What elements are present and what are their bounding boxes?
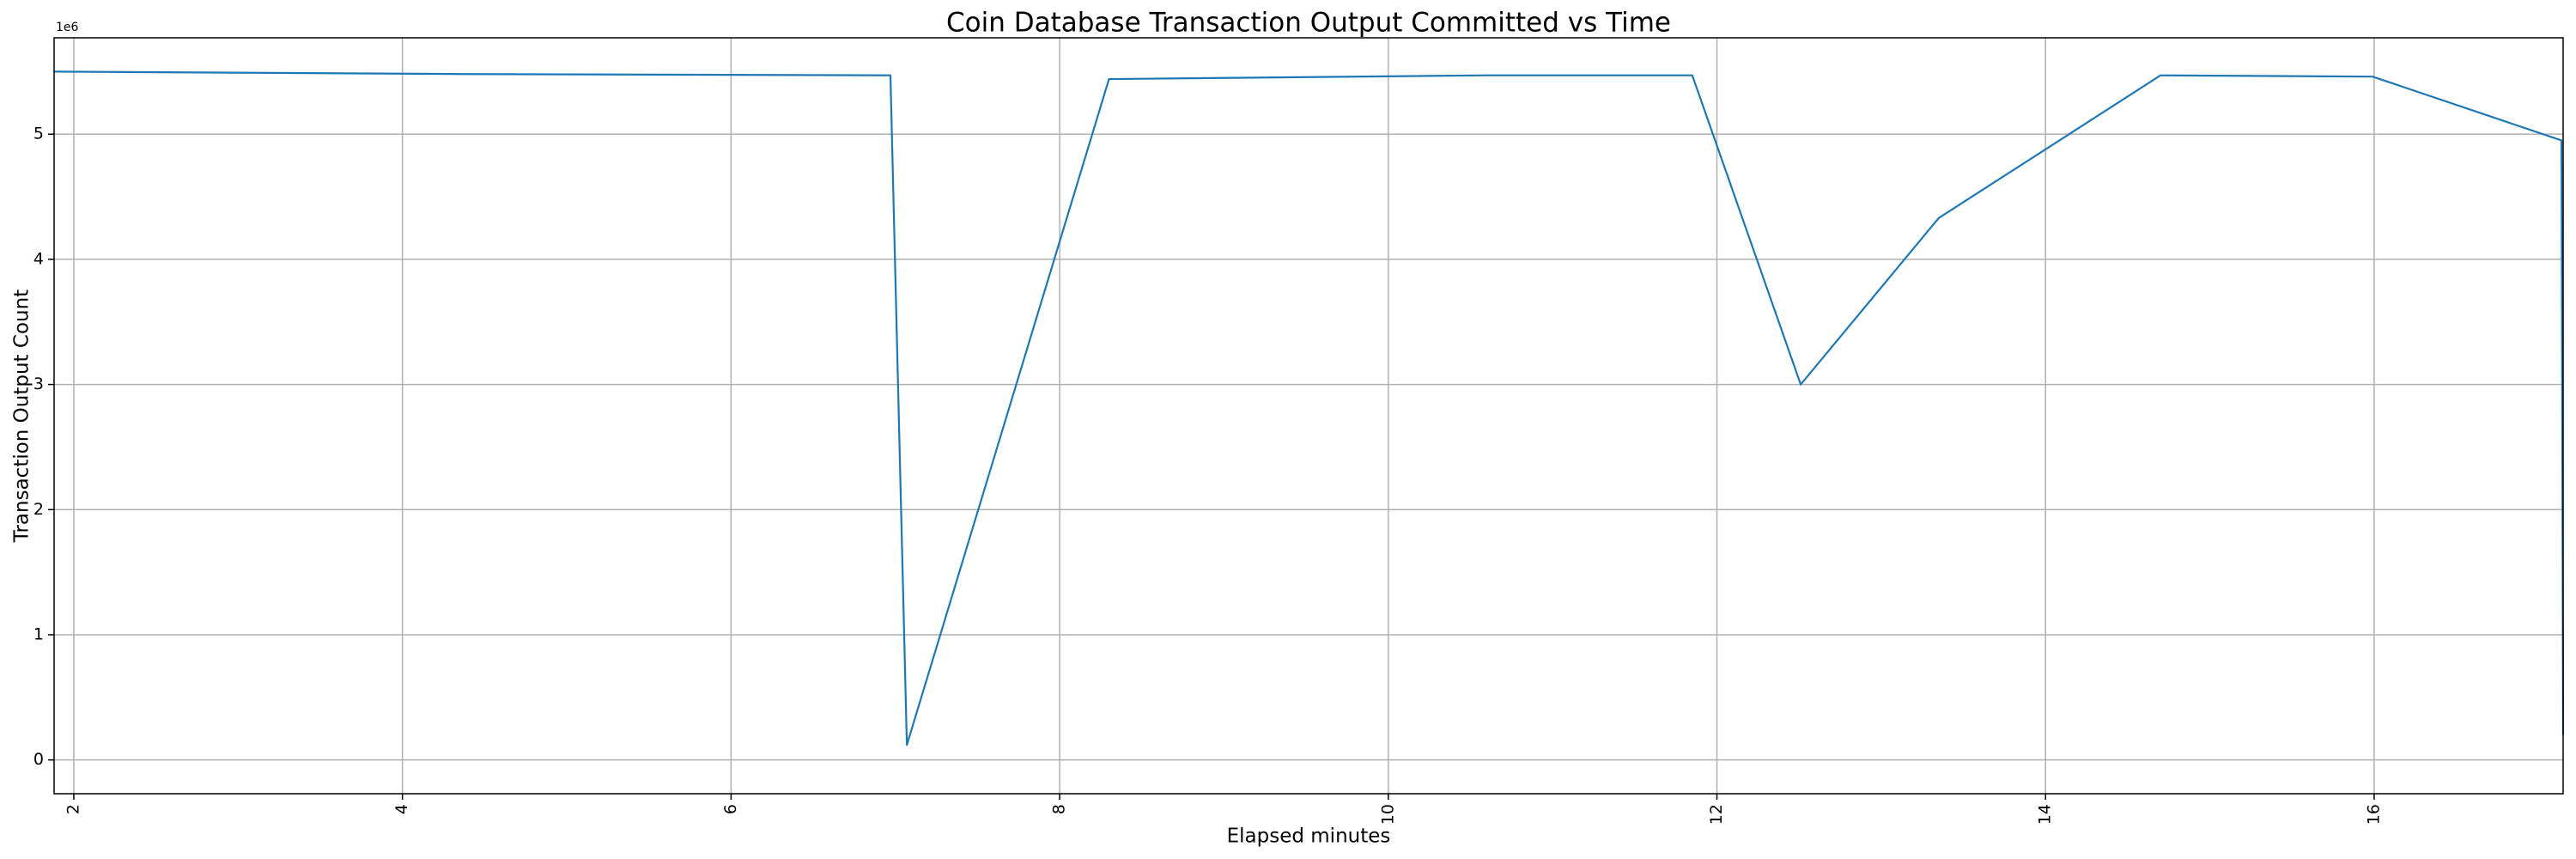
y-tick-label: 1 [33, 624, 44, 643]
y-tick-label: 0 [33, 750, 44, 769]
chart-title: Coin Database Transaction Output Committ… [946, 8, 1671, 39]
x-axis-label: Elapsed minutes [1227, 825, 1391, 848]
x-tick-label: 14 [2036, 804, 2055, 825]
y-tick-label: 3 [33, 375, 44, 393]
y-tick-label: 2 [33, 500, 44, 519]
x-tick-label: 6 [721, 804, 740, 814]
x-tick-label: 2 [64, 804, 82, 814]
x-tick-label: 12 [1707, 804, 1726, 825]
y-tick-label: 5 [33, 125, 44, 143]
axes-frame [53, 37, 2564, 795]
data-line [53, 70, 2565, 746]
x-tick-label: 4 [392, 804, 411, 814]
y-axis-label: Transaction Output Count [11, 289, 33, 543]
x-tick-label: 10 [1378, 804, 1397, 825]
x-tick-label: 16 [2364, 804, 2383, 825]
y-offset-label: 1e6 [56, 21, 79, 34]
x-tick-label: 8 [1050, 804, 1069, 814]
y-tick-label: 4 [33, 249, 44, 268]
